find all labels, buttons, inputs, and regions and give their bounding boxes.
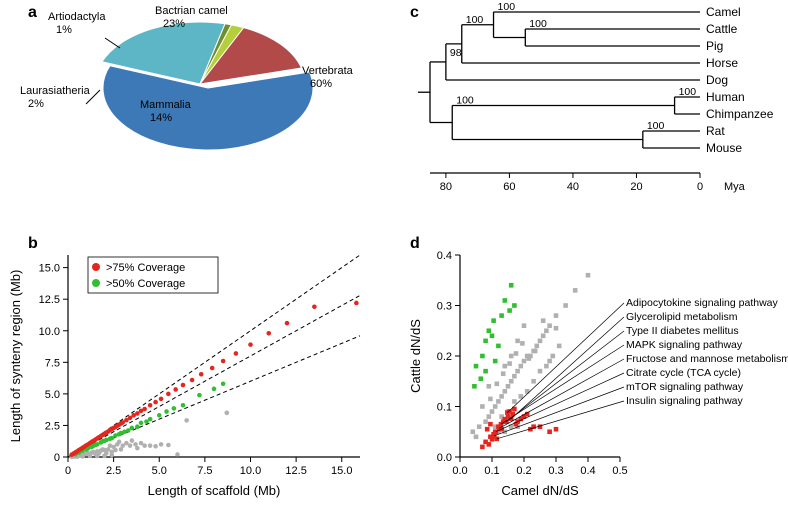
svg-text:98: 98 <box>450 47 462 59</box>
svg-text:Chimpanzee: Chimpanzee <box>706 107 774 121</box>
svg-text:100: 100 <box>456 95 474 107</box>
svg-text:0.1: 0.1 <box>437 402 452 414</box>
svg-text:Horse: Horse <box>706 56 738 70</box>
svg-text:Cattle dN/dS: Cattle dN/dS <box>408 319 423 393</box>
svg-text:0.5: 0.5 <box>612 465 627 477</box>
svg-text:Length of synteny region (Mb): Length of synteny region (Mb) <box>8 270 23 443</box>
panel-c-tree: Camel Cattle Pig Horse Dog Human Chimpanzee Rat… <box>400 0 788 220</box>
svg-text:0.3: 0.3 <box>437 301 452 313</box>
svg-text:5.0: 5.0 <box>152 465 167 477</box>
svg-text:0.3: 0.3 <box>548 465 563 477</box>
svg-text:>50% Coverage: >50% Coverage <box>106 278 185 290</box>
svg-text:MAPK signaling pathway: MAPK signaling pathway <box>626 339 743 351</box>
svg-text:23%: 23% <box>163 18 185 30</box>
svg-text:Dog: Dog <box>706 73 728 87</box>
svg-text:100: 100 <box>529 18 547 30</box>
svg-text:60: 60 <box>503 181 515 193</box>
svg-text:Adipocytokine signaling pathwa: Adipocytokine signaling pathway <box>626 297 779 309</box>
svg-text:Citrate cycle (TCA cycle): Citrate cycle (TCA cycle) <box>626 367 741 379</box>
svg-text:80: 80 <box>440 181 452 193</box>
svg-text:Human: Human <box>706 90 745 104</box>
svg-text:Mammalia: Mammalia <box>140 99 192 111</box>
svg-text:2.5: 2.5 <box>45 420 60 432</box>
svg-text:100: 100 <box>679 86 697 98</box>
svg-text:1%: 1% <box>56 24 72 36</box>
svg-text:15.0: 15.0 <box>331 465 352 477</box>
svg-text:Mouse: Mouse <box>706 141 742 155</box>
svg-text:Insulin signaling pathway: Insulin signaling pathway <box>626 395 743 407</box>
svg-text:0: 0 <box>697 181 703 193</box>
svg-text:0.0: 0.0 <box>437 452 452 464</box>
svg-text:5.0: 5.0 <box>45 389 60 401</box>
svg-text:100: 100 <box>466 14 484 26</box>
svg-text:100: 100 <box>647 120 665 132</box>
svg-text:40: 40 <box>567 181 579 193</box>
svg-text:2.5: 2.5 <box>106 465 121 477</box>
svg-text:mTOR signaling pathway: mTOR signaling pathway <box>626 381 744 393</box>
svg-text:Artiodactyla: Artiodactyla <box>48 11 106 23</box>
svg-text:0.2: 0.2 <box>437 351 452 363</box>
svg-text:12.5: 12.5 <box>39 294 60 306</box>
svg-text:Laurasiatheria: Laurasiatheria <box>20 85 91 97</box>
svg-text:0: 0 <box>65 465 71 477</box>
svg-text:10.0: 10.0 <box>39 326 60 338</box>
panel-d-scatter: 0.00.10.20.30.40.50.00.10.20.30.4Camel d… <box>400 235 788 510</box>
svg-text:2%: 2% <box>28 98 44 110</box>
panel-b-scatter: 0 2.5 5.0 7.5 10.0 12.5 15.0 0 2.5 5.0 7.5 10.0 12.5… <box>0 235 400 510</box>
svg-text:Cattle: Cattle <box>706 22 738 36</box>
svg-text:Camel dN/dS: Camel dN/dS <box>501 483 579 498</box>
svg-text:60%: 60% <box>310 78 332 90</box>
svg-text:0.2: 0.2 <box>516 465 531 477</box>
svg-text:7.5: 7.5 <box>45 357 60 369</box>
svg-text:0: 0 <box>54 452 60 464</box>
svg-text:Vertebrata: Vertebrata <box>302 65 354 77</box>
svg-text:12.5: 12.5 <box>285 465 306 477</box>
svg-text:100: 100 <box>498 1 516 13</box>
svg-text:Pig: Pig <box>706 39 723 53</box>
svg-text:Fructose and mannose metabolis: Fructose and mannose metabolism <box>626 353 788 365</box>
svg-text:7.5: 7.5 <box>197 465 212 477</box>
svg-text:15.0: 15.0 <box>39 263 60 275</box>
panel-a-pie: Vertebrata60% Bactrian camel23% Artiodacty… <box>0 0 400 200</box>
svg-text:14%: 14% <box>150 112 172 124</box>
svg-text:0.0: 0.0 <box>452 465 467 477</box>
svg-text:Glycerolipid metabolism: Glycerolipid metabolism <box>626 311 738 323</box>
svg-text:0.1: 0.1 <box>484 465 499 477</box>
svg-text:Length of scaffold (Mb): Length of scaffold (Mb) <box>148 483 281 498</box>
svg-text:10.0: 10.0 <box>240 465 261 477</box>
svg-text:0.4: 0.4 <box>580 465 595 477</box>
svg-text:Mya: Mya <box>724 181 746 193</box>
svg-text:>75% Coverage: >75% Coverage <box>106 262 185 274</box>
svg-text:Type II diabetes mellitus: Type II diabetes mellitus <box>626 325 739 337</box>
svg-text:Rat: Rat <box>706 124 725 138</box>
svg-text:20: 20 <box>630 181 642 193</box>
svg-text:Camel: Camel <box>706 5 741 19</box>
svg-text:0.4: 0.4 <box>437 250 452 262</box>
svg-text:Bactrian camel: Bactrian camel <box>155 5 228 17</box>
